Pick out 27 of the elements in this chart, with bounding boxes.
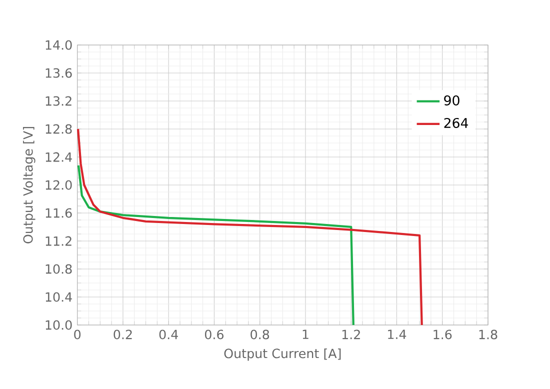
line-series xyxy=(76,128,423,326)
legend-label: 90 xyxy=(444,95,460,106)
line-series xyxy=(77,164,354,326)
x-tick-label: 1.8 xyxy=(479,330,498,340)
x-tick-label: 0.6 xyxy=(204,330,224,340)
x-tick-label: 1.2 xyxy=(342,330,360,340)
y-tick-label: 13.6 xyxy=(46,68,72,78)
y-tick-label: 14.0 xyxy=(46,40,72,50)
x-axis-title: Output Current [A] xyxy=(224,348,341,361)
y-tick-label: 12.0 xyxy=(46,180,72,190)
y-tick-label: 10.4 xyxy=(46,292,72,302)
y-tick-label: 10.8 xyxy=(46,264,72,274)
y-tick-label: 13.2 xyxy=(46,96,72,106)
y-axis-title: Output Voltage [V] xyxy=(23,127,36,244)
x-tick-label: 1.6 xyxy=(434,330,452,340)
y-tick-label: 11.6 xyxy=(46,208,72,218)
x-tick-label: 0 xyxy=(74,330,81,340)
x-tick-label: 1.4 xyxy=(388,330,406,339)
y-tick-label: 11.2 xyxy=(46,236,72,246)
x-tick-label: 0.4 xyxy=(159,330,178,340)
y-tick-label: 12.4 xyxy=(46,152,72,162)
x-tick-label: 0.2 xyxy=(114,330,132,340)
y-tick-label: 12.8 xyxy=(46,124,72,134)
x-tick-label: 1 xyxy=(302,330,308,339)
x-tick-label: 0.8 xyxy=(250,330,270,340)
legend-label: 264 xyxy=(444,118,468,128)
y-tick-label: 10.0 xyxy=(46,320,72,330)
